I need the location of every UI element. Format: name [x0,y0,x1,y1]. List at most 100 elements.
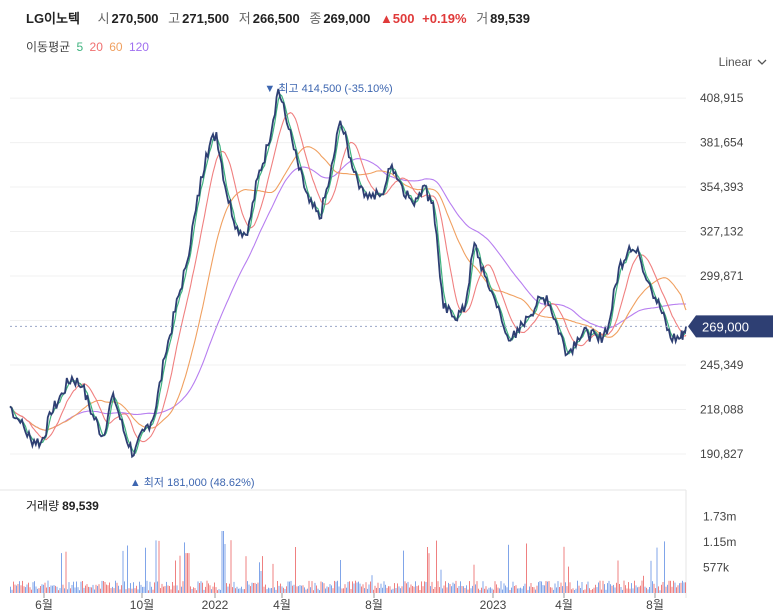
volume-bar [316,585,317,593]
volume-bar [491,588,493,593]
volume-bar [260,571,262,593]
volume-bar [478,588,479,593]
x-tick-label: 4월 [555,598,573,611]
volume-bar [116,582,118,593]
volume-bar [77,587,79,593]
volume-bar [166,581,167,593]
volume-bar [233,581,235,593]
volume-bar [482,581,484,593]
volume-bar [388,586,389,593]
volume-bar [509,590,511,593]
volume-bar [128,588,130,593]
volume-bar [602,580,604,593]
volume-bar [40,586,41,593]
volume-bar [319,590,320,593]
volume-bar [142,586,143,593]
volume-bar [212,586,214,593]
volume-bar [74,587,76,593]
volume-bar [685,582,686,593]
volume-bar [289,581,290,593]
volume-bar [613,584,614,593]
volume-bar [668,580,670,593]
volume-bar [490,587,491,593]
volume-bar [572,588,574,593]
volume-bar [617,560,619,593]
volume-bar [55,585,56,593]
volume-bar [76,581,77,593]
volume-bar [431,581,433,593]
volume-bar [488,587,490,593]
volume-bar [331,585,332,593]
volume-bar [263,586,265,593]
volume-bar [638,586,640,593]
price-line [9,88,687,459]
volume-bar [131,588,133,593]
volume-bar [662,582,664,593]
volume-bar [148,590,149,593]
volume-bar [313,590,314,593]
volume-bar [562,586,563,593]
volume-bar [385,584,386,593]
volume-bar [158,540,160,593]
volume-bar [359,583,361,593]
volume-bar [223,531,224,593]
x-tick-label: 6월 [35,598,53,611]
volume-bar [218,589,220,593]
volume-bar [271,588,272,593]
volume-bar [575,588,577,593]
volume-bar [622,589,623,593]
volume-bar [620,587,622,593]
volume-bar [362,584,364,593]
volume-bar [665,586,667,593]
volume-bar [626,588,628,593]
volume-bar [673,580,674,593]
volume-bar [442,588,443,593]
volume-bar [190,586,191,593]
volume-bar [125,589,127,593]
close-value: 269,000 [323,11,371,26]
volume-bar [485,586,487,593]
ma-legend-label: 이동평균 [26,40,71,54]
volume-bar [265,584,266,593]
volume-bar [373,589,374,593]
volume-bar [151,586,152,593]
volume-bar [185,553,187,593]
current-price-label: 269,000 [702,319,749,334]
volume-bar [559,587,560,593]
volume-bar [566,586,568,593]
volume-bar [209,585,211,593]
change-value: ▲500 [379,11,415,26]
volume-bar [137,589,139,593]
volume-bar [175,560,176,593]
volume-bar [68,582,70,593]
volume-bar [121,585,122,593]
volume-bar [133,582,134,593]
volume-bar [548,581,550,593]
scale-toggle[interactable]: Linear [719,55,767,69]
volume-bar [22,580,23,593]
volume-bar [173,585,175,593]
volume-bar [127,545,128,593]
volume-bar [269,588,271,593]
volume-bar [221,531,223,593]
volume-bar [106,584,107,593]
volume-bar [161,583,163,593]
volume-bar [344,584,346,593]
volume-bar [539,581,541,593]
volume-bar [41,584,43,593]
volume-bar [377,582,379,593]
volume-bar [283,587,284,593]
volume-bar [272,563,274,593]
volume-bar [652,581,653,593]
volume-bar [238,588,239,593]
volume-bar [656,547,658,593]
volume-bar [391,589,392,593]
volume-bar [305,589,307,593]
volume-bar [476,581,478,593]
volume-bar [304,587,305,593]
volume-legend-value: 89,539 [62,499,99,513]
volume-bar [337,580,338,593]
volume-bar [119,589,121,593]
volume-bar [160,588,161,593]
